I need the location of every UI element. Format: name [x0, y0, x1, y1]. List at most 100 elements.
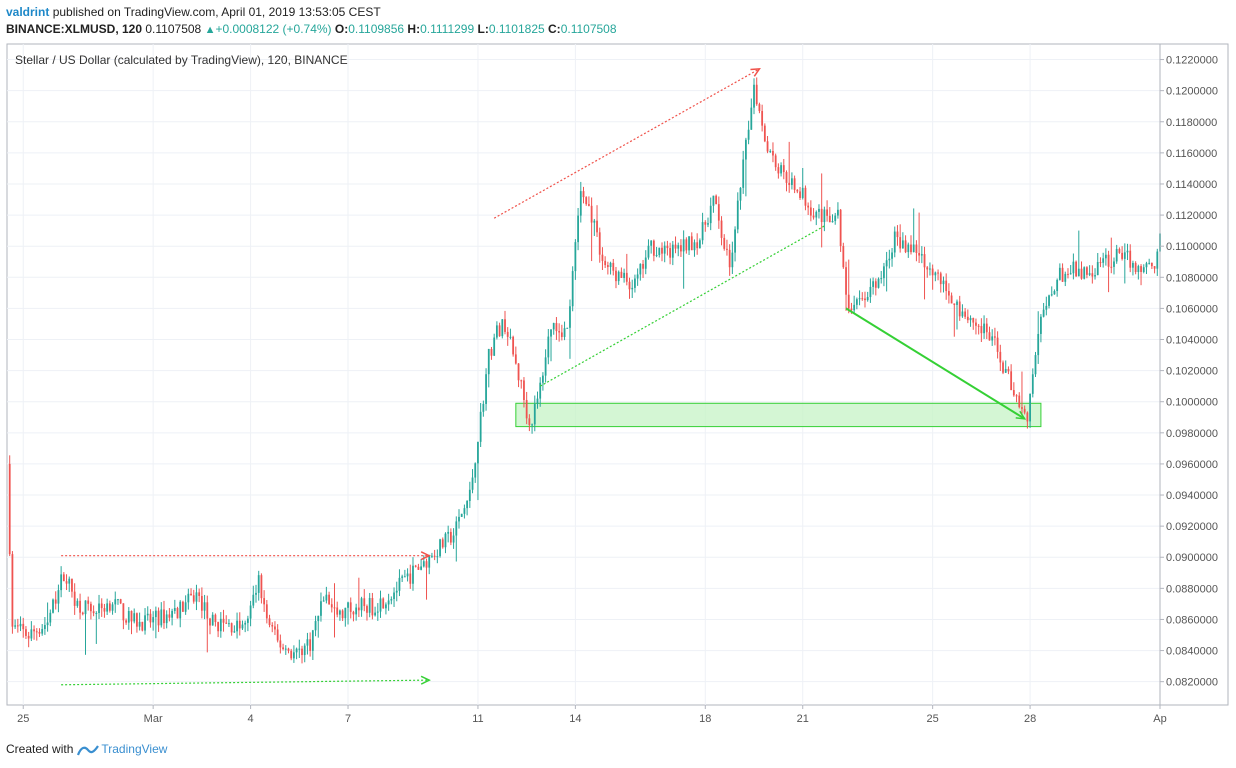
price-axis[interactable]: 0.1220000 0.1200000 0.1180000 0.1160000 0.11…	[1160, 55, 1218, 689]
arrow-head-icon	[420, 675, 431, 685]
candle-body	[769, 151, 772, 153]
candle-body	[983, 323, 985, 334]
tradingview-brand[interactable]: TradingView	[101, 742, 168, 756]
candle-body	[707, 223, 709, 225]
candle-body	[95, 613, 98, 615]
chart-frame	[6, 43, 1229, 706]
candle-body	[236, 620, 238, 632]
candle-body	[8, 463, 11, 555]
candle-body	[325, 594, 328, 601]
candle-body	[433, 555, 436, 557]
candle-body	[1012, 390, 1015, 396]
candle-body	[1002, 362, 1004, 373]
candle-body	[866, 297, 869, 301]
candle-body	[644, 257, 647, 269]
candle-body	[514, 354, 517, 364]
candle-body	[845, 267, 847, 295]
candle-body	[774, 155, 777, 168]
candle-body	[544, 357, 547, 376]
candle-body	[1042, 309, 1045, 317]
candle-body	[347, 602, 349, 608]
candle-body	[539, 382, 542, 399]
candle-body	[560, 332, 563, 337]
candle-body	[823, 209, 826, 223]
close-value: 0.1107508	[560, 22, 617, 36]
candle-body	[412, 565, 414, 584]
candle-body	[217, 622, 220, 632]
candle-body	[282, 647, 284, 650]
candle-body	[577, 215, 579, 243]
candle-body	[474, 463, 477, 478]
candle-body	[230, 623, 233, 633]
candle-body	[504, 319, 506, 332]
candle-body	[165, 614, 168, 624]
candle-body	[750, 107, 753, 130]
x-tick-label: 25	[17, 713, 29, 725]
candle-body	[292, 652, 295, 659]
candle-body	[1010, 371, 1013, 391]
candle-body	[834, 215, 837, 221]
candle-body	[920, 254, 923, 256]
arrow-head-icon	[1015, 410, 1027, 420]
y-tick-label: 0.0980000	[1166, 428, 1218, 440]
y-tick-label: 0.1020000	[1166, 366, 1218, 378]
candle-body	[1121, 252, 1124, 259]
candle-body	[477, 441, 479, 464]
candle-body	[883, 266, 885, 279]
y-tick-label: 0.1180000	[1166, 117, 1217, 129]
candle-body	[168, 614, 171, 618]
candle-body	[1118, 248, 1121, 253]
candle-body	[298, 648, 301, 650]
candle-body	[1015, 395, 1018, 397]
candle-body	[1029, 393, 1031, 422]
candle-body	[1040, 316, 1042, 334]
trend-annotations	[61, 68, 1027, 686]
candle-body	[731, 252, 734, 268]
candle-body	[893, 231, 896, 253]
candle-body	[964, 311, 967, 317]
candle-body	[46, 622, 49, 626]
candle-body	[1156, 251, 1159, 269]
candle-body	[487, 348, 490, 375]
candle-body	[171, 610, 174, 618]
y-tick-label: 0.0920000	[1166, 521, 1218, 533]
candle-body	[241, 624, 244, 629]
candle-body	[19, 623, 22, 627]
candle-body	[49, 612, 52, 623]
candle-body	[1150, 262, 1153, 267]
candle-body	[376, 611, 379, 613]
candle-body	[246, 618, 249, 623]
candle-body	[642, 263, 644, 269]
candle-body	[910, 244, 912, 253]
candle-body	[939, 273, 942, 285]
candle-body	[106, 603, 109, 612]
candle-body	[847, 294, 850, 309]
candle-body	[777, 167, 780, 174]
candle-body	[747, 129, 750, 140]
y-tick-label: 0.0860000	[1166, 614, 1218, 626]
time-axis[interactable]: 25 Mar 4 7 11 14 18 21 25 28 Ap	[17, 705, 1167, 725]
candle-body	[596, 220, 598, 233]
candle-body	[885, 260, 888, 267]
symbol-label: BINANCE:XLMUSD, 120	[6, 22, 143, 36]
candle-body	[652, 240, 655, 256]
candle-body	[512, 336, 515, 355]
candle-body	[257, 575, 260, 593]
close-label: C:	[548, 22, 561, 36]
candle-body	[780, 165, 782, 174]
candle-body	[320, 601, 322, 616]
author-link[interactable]: valdrint	[6, 5, 50, 19]
candle-body	[214, 614, 217, 623]
candle-body	[547, 336, 550, 358]
candle-body	[14, 625, 17, 627]
candle-body	[290, 650, 293, 659]
candle-body	[904, 240, 907, 253]
candle-body	[146, 613, 149, 616]
candle-body	[837, 209, 839, 216]
candle-body	[57, 590, 60, 604]
candle-body	[100, 603, 103, 609]
candle-body	[1088, 273, 1091, 275]
candle-body	[566, 327, 569, 329]
low-value: 0.1101825	[488, 22, 545, 36]
